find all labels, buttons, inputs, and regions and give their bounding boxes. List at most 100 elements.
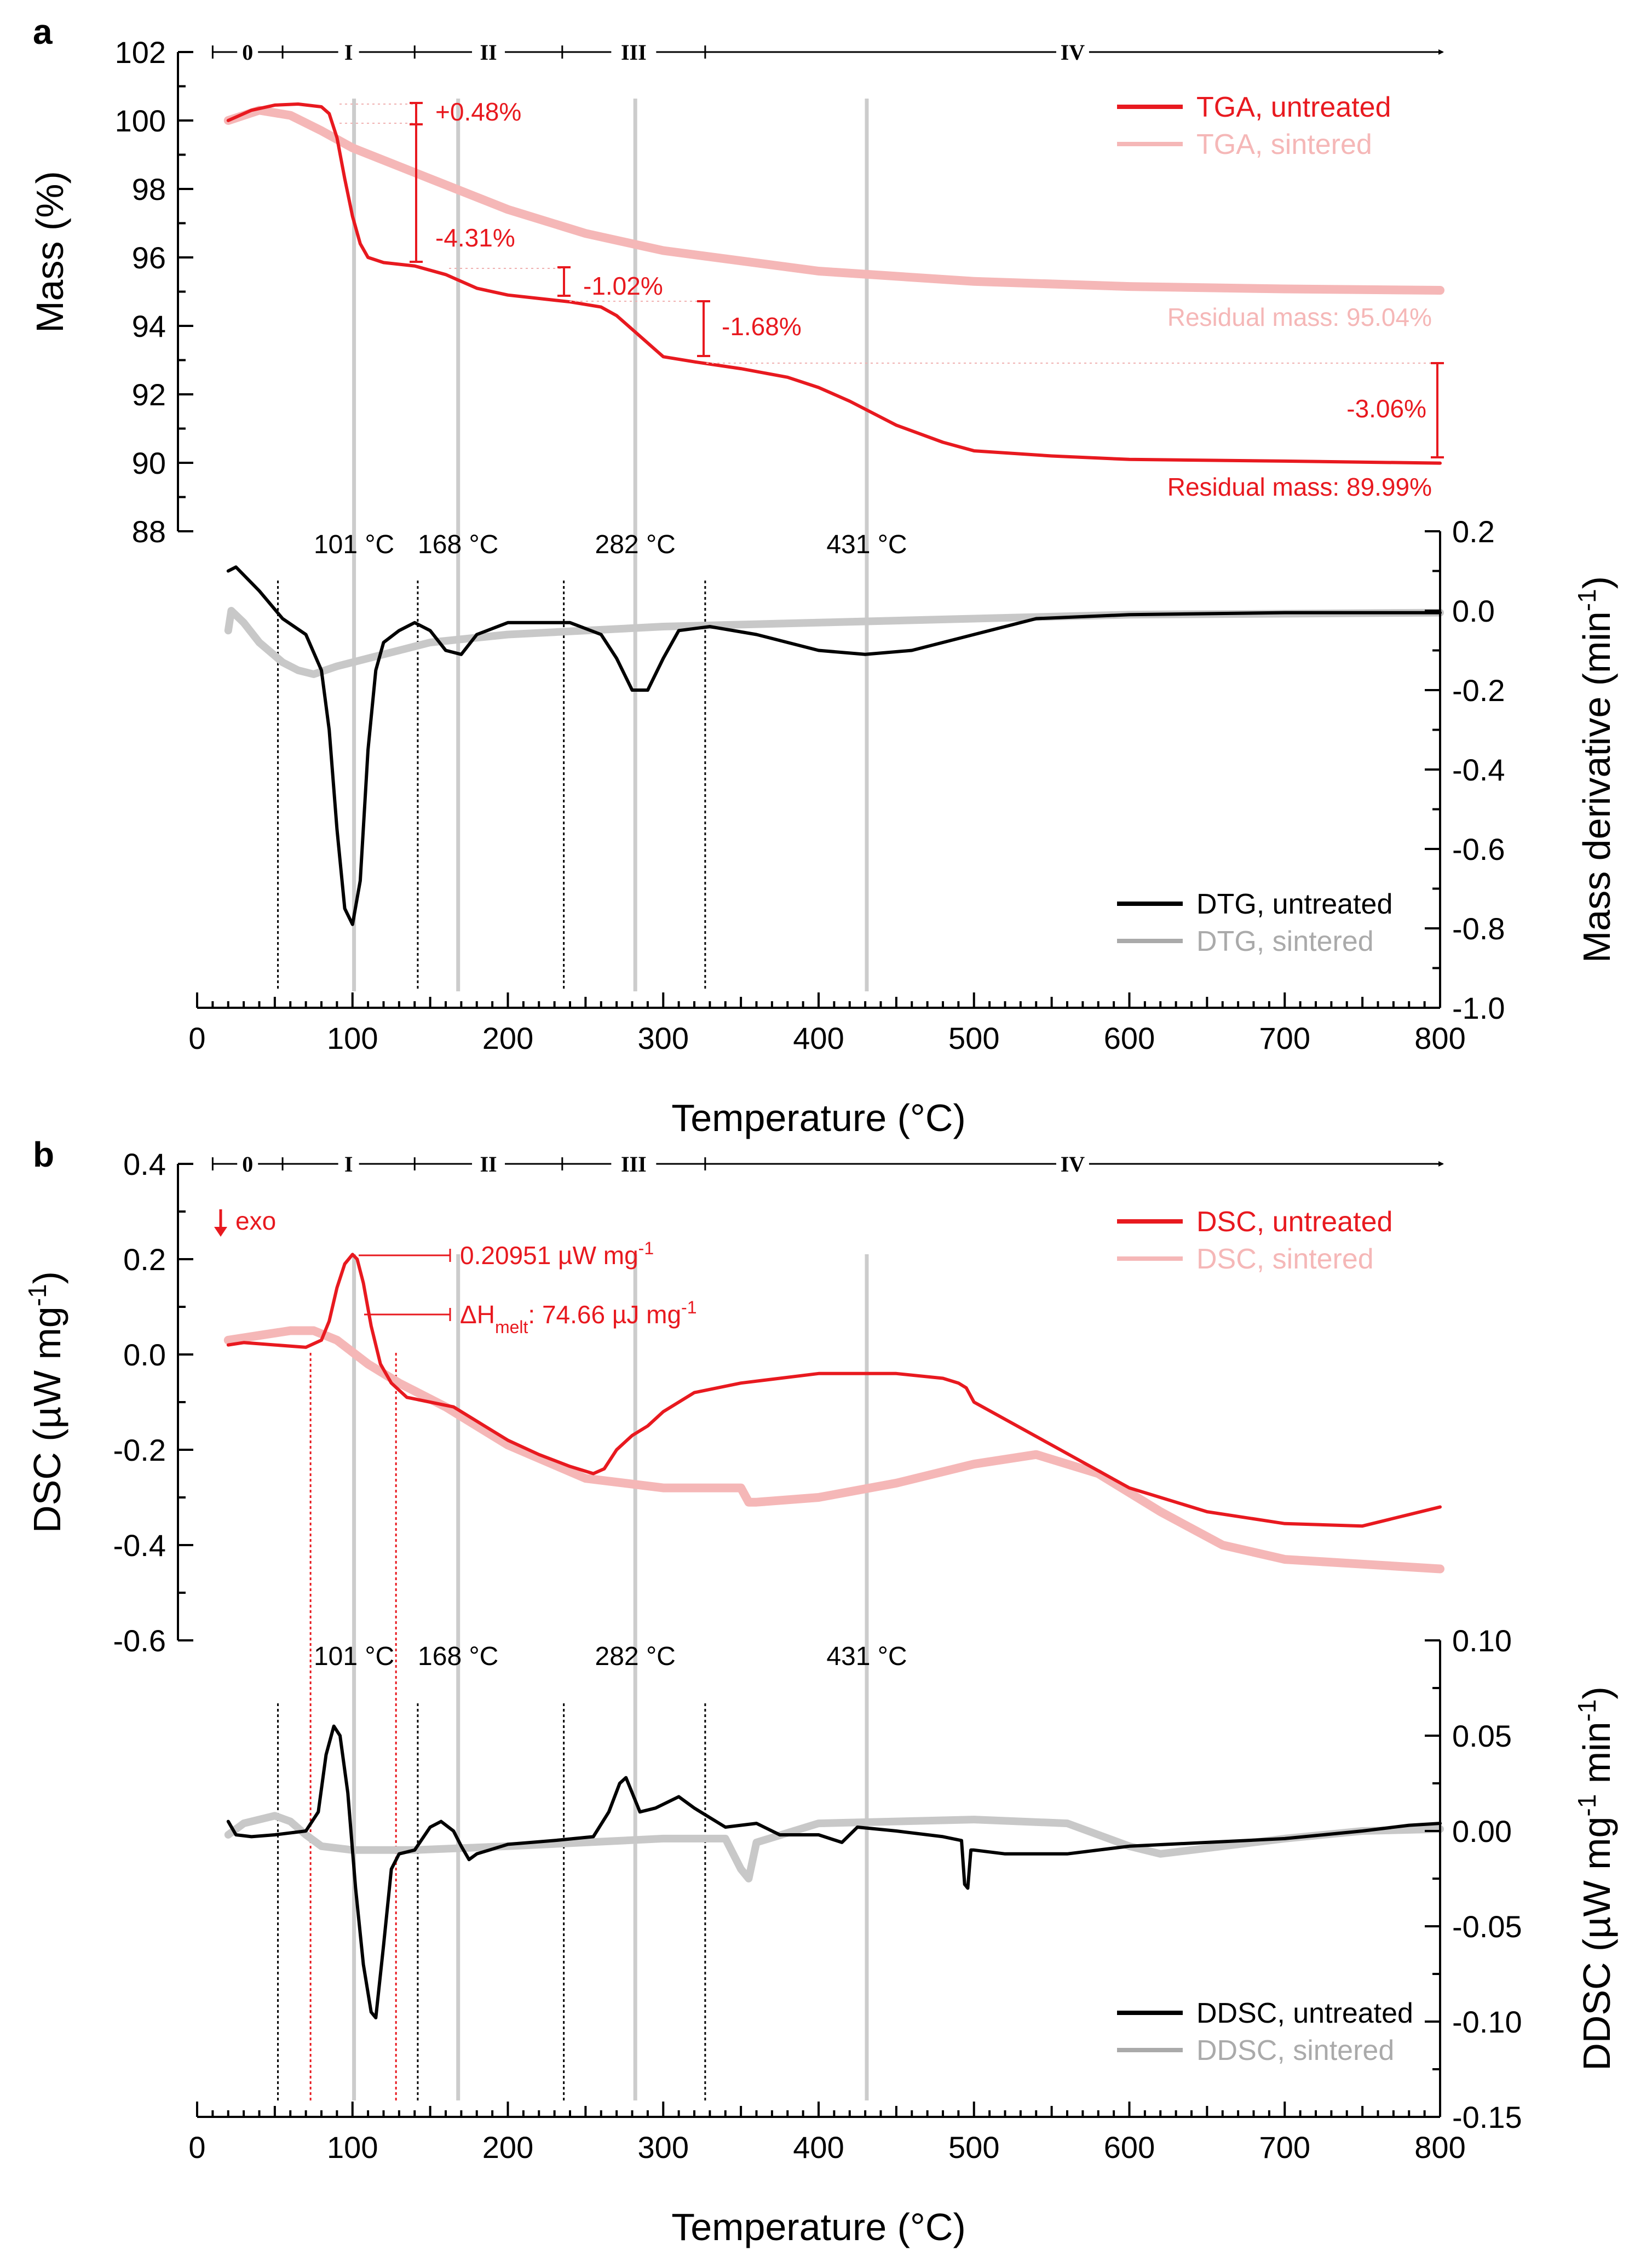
x-tick-label-a: 700	[1259, 1021, 1310, 1055]
dsc-sintered-line	[223, 1326, 1444, 1574]
legend-tga-sintered: TGA, sintered	[1196, 129, 1372, 160]
legend-dsc-sintered: DSC, sintered	[1196, 1243, 1374, 1275]
x-axis-title-a: Temperature (°C)	[671, 1097, 966, 1139]
x-axis-title-b: Temperature (°C)	[671, 2206, 966, 2248]
guide-label-101: 101 °C	[314, 530, 394, 559]
stage-label-bg	[237, 40, 258, 64]
panel-a-label: a	[33, 12, 53, 51]
x-tick-label-a: 200	[482, 1021, 533, 1055]
stage-label-IV: IV	[1061, 1152, 1085, 1176]
stage-label-bg	[611, 1152, 657, 1176]
stage-label-0: 0	[242, 40, 253, 65]
guide-label-431: 431 °C	[826, 1642, 907, 1671]
legend-tga: TGA, untreated TGA, sintered	[1117, 91, 1391, 160]
guide-label-282: 282 °C	[595, 530, 676, 559]
legend-tga-untreated: TGA, untreated	[1196, 91, 1391, 123]
y-tick-label-dtg: -0.6	[1452, 832, 1505, 866]
stage-label-bg	[472, 1152, 505, 1176]
x-tick-label-a: 500	[948, 1021, 999, 1055]
guide-label-168: 168 °C	[418, 1642, 498, 1671]
stage-label-0: 0	[242, 1152, 253, 1176]
x-ticks-b: 0 100 200 300 400 500 600 700 800	[188, 2102, 1466, 2165]
stage-label-bg	[338, 40, 359, 64]
y-tick-label-dsc: 0.2	[123, 1242, 166, 1277]
dsc-ddsc-curves	[223, 1253, 1444, 2019]
exo-label: exo	[235, 1207, 276, 1235]
x-tick-label-b: 200	[482, 2130, 533, 2165]
legend-ddsc: DDSC, untreated DDSC, sintered	[1117, 1997, 1413, 2066]
stage-label-III: III	[621, 1152, 647, 1176]
legend-dtg-sintered: DTG, sintered	[1196, 926, 1374, 957]
stage-label-II: II	[480, 40, 497, 65]
stage-label-bg	[472, 40, 505, 64]
legend-ddsc-sintered: DDSC, sintered	[1196, 2035, 1394, 2066]
x-tick-label-a: 0	[188, 1021, 205, 1055]
y-tick-label-dsc: 0.0	[123, 1337, 166, 1372]
stage-label-II: II	[480, 1152, 497, 1176]
stage-boundary-lines-b	[277, 1353, 706, 2100]
tga-sintered-line	[223, 106, 1444, 295]
stage-label-I: I	[344, 1152, 353, 1176]
y-tick-label-ddsc: -0.05	[1452, 1909, 1522, 1944]
panel-b: b 101 °C 168 °C 282 °C 431 °C 0 I II III IV -0.…	[23, 1135, 1618, 2248]
x-tick-label-b: 600	[1104, 2130, 1155, 2165]
x-tick-label-b: 300	[638, 2130, 689, 2165]
stage-label-I: I	[344, 40, 353, 65]
guide-label-101: 101 °C	[314, 1642, 394, 1671]
ddsc-untreated-line	[226, 1724, 1442, 2019]
y-tick-label-tga: 92	[132, 377, 166, 412]
dtg-sintered-line	[224, 607, 1444, 678]
x-tick-label-a: 300	[638, 1021, 689, 1055]
y-tick-label-ddsc: 0.10	[1452, 1623, 1512, 1658]
stage-label-III: III	[621, 40, 647, 65]
dsc-y-axis-title: DSC (µW mg-1)	[23, 1271, 68, 1533]
y-tick-label-dtg: 0.0	[1452, 594, 1495, 628]
dsc-untreated-line	[226, 1253, 1442, 1528]
legend-dtg: DTG, untreated DTG, sintered	[1117, 888, 1392, 957]
stage-label-bg	[611, 40, 657, 64]
panel-a: a 101 °C 168 °C 282 °C 431 °C 0 I II III IV 889…	[28, 12, 1618, 1139]
stage-label-IV: IV	[1061, 40, 1085, 65]
stage-boundary-lines	[277, 581, 706, 991]
y-tick-label-tga: 90	[132, 446, 166, 480]
y-tick-label-dtg: -0.2	[1452, 673, 1505, 708]
peak-value-label: 0.20951 µW mg-1	[460, 1238, 654, 1270]
y-tick-label-dsc: 0.4	[123, 1147, 166, 1181]
tga-y-ticks: 88 90 92 94 96 98 100 102	[115, 35, 193, 549]
legend-dsc-untreated: DSC, untreated	[1196, 1206, 1392, 1238]
dtg-y-ticks: -1.0 -0.8 -0.6 -0.4 -0.2 0.0 0.2	[1425, 514, 1505, 1025]
dtg-untreated-line	[226, 565, 1442, 926]
panel-b-label: b	[33, 1135, 54, 1174]
x-tick-label-b: 700	[1259, 2130, 1310, 2165]
melt-enthalpy-label: ΔHmelt: 74.66 µJ mg-1	[460, 1298, 697, 1337]
dsc-y-ticks: -0.6 -0.4 -0.2 0.0 0.2 0.4	[113, 1147, 193, 1658]
guide-label-431: 431 °C	[826, 530, 907, 559]
residual-mass-untreated: Residual mass: 89.99%	[1167, 473, 1432, 501]
y-tick-label-dsc: -0.4	[113, 1528, 166, 1563]
y-tick-label-tga: 88	[132, 514, 166, 549]
annotation-step-1: -4.31%	[435, 223, 515, 252]
annotation-step-3: -1.68%	[722, 312, 802, 341]
stage-label-bg	[237, 1152, 258, 1176]
stage-label-bg	[1056, 40, 1089, 64]
legend-dsc: DSC, untreated DSC, sintered	[1117, 1206, 1392, 1275]
y-tick-label-ddsc: -0.10	[1452, 2005, 1522, 2039]
y-tick-label-ddsc: 0.00	[1452, 1814, 1512, 1849]
temperature-guide-lines-b: 101 °C 168 °C 282 °C 431 °C	[314, 1254, 907, 2100]
stage-bar: 0 I II III IV	[211, 40, 1444, 65]
ddsc-y-axis-title: DDSC (µW mg-1 min-1)	[1573, 1686, 1618, 2071]
residual-mass-sintered: Residual mass: 95.04%	[1167, 303, 1432, 331]
y-tick-label-dtg: -1.0	[1452, 991, 1505, 1025]
ddsc-y-ticks: -0.15 -0.10 -0.05 0.00 0.05 0.10	[1425, 1623, 1522, 2134]
x-tick-label-b: 800	[1414, 2130, 1465, 2165]
annotation-step-4: -3.06%	[1346, 394, 1426, 423]
dtg-y-axis-title: Mass derivative (min-1)	[1573, 576, 1618, 963]
legend-ddsc-untreated: DDSC, untreated	[1196, 1997, 1413, 2029]
stage-label-bg	[338, 1152, 359, 1176]
guide-label-168: 168 °C	[418, 530, 498, 559]
x-tick-label-a: 400	[793, 1021, 844, 1055]
x-tick-label-b: 400	[793, 2130, 844, 2165]
x-tick-label-a: 600	[1104, 1021, 1155, 1055]
y-tick-label-dtg: -0.8	[1452, 911, 1505, 946]
annotation-step-0: +0.48%	[435, 97, 521, 126]
